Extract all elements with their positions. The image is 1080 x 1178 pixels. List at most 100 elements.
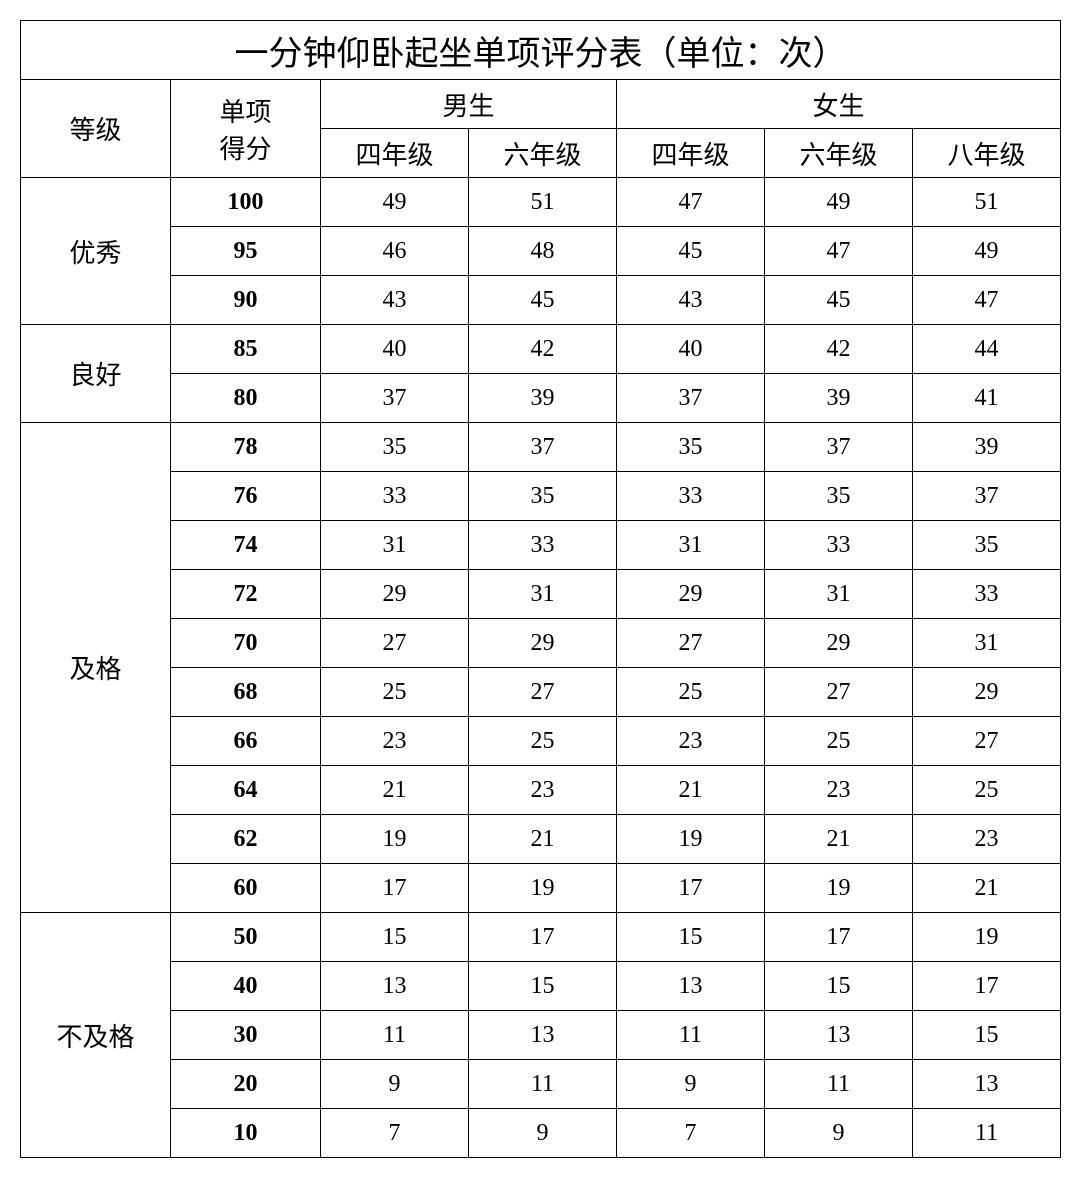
value-cell: 35 — [617, 423, 765, 472]
value-cell: 42 — [765, 325, 913, 374]
score-cell: 72 — [171, 570, 321, 619]
value-cell: 23 — [469, 766, 617, 815]
value-cell: 35 — [913, 521, 1061, 570]
value-cell: 49 — [913, 227, 1061, 276]
score-cell: 78 — [171, 423, 321, 472]
header-female-col-1: 六年级 — [765, 129, 913, 178]
value-cell: 49 — [765, 178, 913, 227]
value-cell: 11 — [617, 1011, 765, 1060]
value-cell: 37 — [765, 423, 913, 472]
value-cell: 15 — [469, 962, 617, 1011]
value-cell: 46 — [321, 227, 469, 276]
value-cell: 33 — [617, 472, 765, 521]
value-cell: 17 — [617, 864, 765, 913]
value-cell: 47 — [617, 178, 765, 227]
table-row: 621921192123 — [21, 815, 1061, 864]
value-cell: 21 — [469, 815, 617, 864]
score-cell: 10 — [171, 1109, 321, 1158]
table-row: 601719171921 — [21, 864, 1061, 913]
value-cell: 27 — [765, 668, 913, 717]
table-row: 不及格501517151719 — [21, 913, 1061, 962]
table-row: 642123212325 — [21, 766, 1061, 815]
value-cell: 11 — [469, 1060, 617, 1109]
value-cell: 25 — [765, 717, 913, 766]
score-cell: 62 — [171, 815, 321, 864]
value-cell: 15 — [321, 913, 469, 962]
value-cell: 40 — [617, 325, 765, 374]
value-cell: 39 — [469, 374, 617, 423]
score-cell: 68 — [171, 668, 321, 717]
header-female-col-0: 四年级 — [617, 129, 765, 178]
header-score: 单项得分 — [171, 80, 321, 178]
value-cell: 31 — [617, 521, 765, 570]
value-cell: 27 — [321, 619, 469, 668]
value-cell: 45 — [617, 227, 765, 276]
value-cell: 17 — [321, 864, 469, 913]
value-cell: 11 — [913, 1109, 1061, 1158]
header-female-col-2: 八年级 — [913, 129, 1061, 178]
value-cell: 23 — [617, 717, 765, 766]
value-cell: 33 — [765, 521, 913, 570]
value-cell: 19 — [321, 815, 469, 864]
score-cell: 76 — [171, 472, 321, 521]
score-cell: 50 — [171, 913, 321, 962]
score-cell: 85 — [171, 325, 321, 374]
value-cell: 25 — [617, 668, 765, 717]
table-row: 722931293133 — [21, 570, 1061, 619]
value-cell: 21 — [765, 815, 913, 864]
value-cell: 23 — [765, 766, 913, 815]
value-cell: 45 — [469, 276, 617, 325]
score-cell: 30 — [171, 1011, 321, 1060]
score-cell: 80 — [171, 374, 321, 423]
table-row: 401315131517 — [21, 962, 1061, 1011]
table-row: 803739373941 — [21, 374, 1061, 423]
value-cell: 13 — [913, 1060, 1061, 1109]
level-cell-0: 优秀 — [21, 178, 171, 325]
value-cell: 9 — [617, 1060, 765, 1109]
value-cell: 9 — [321, 1060, 469, 1109]
value-cell: 27 — [469, 668, 617, 717]
value-cell: 15 — [617, 913, 765, 962]
value-cell: 29 — [617, 570, 765, 619]
level-cell-3: 不及格 — [21, 913, 171, 1158]
value-cell: 33 — [913, 570, 1061, 619]
value-cell: 17 — [469, 913, 617, 962]
level-cell-2: 及格 — [21, 423, 171, 913]
table-row: 优秀1004951474951 — [21, 178, 1061, 227]
value-cell: 33 — [321, 472, 469, 521]
value-cell: 40 — [321, 325, 469, 374]
table-row: 682527252729 — [21, 668, 1061, 717]
value-cell: 29 — [913, 668, 1061, 717]
value-cell: 39 — [913, 423, 1061, 472]
score-cell: 66 — [171, 717, 321, 766]
value-cell: 39 — [765, 374, 913, 423]
value-cell: 47 — [913, 276, 1061, 325]
value-cell: 19 — [765, 864, 913, 913]
table-row: 904345434547 — [21, 276, 1061, 325]
value-cell: 35 — [321, 423, 469, 472]
value-cell: 44 — [913, 325, 1061, 374]
score-cell: 64 — [171, 766, 321, 815]
score-cell: 90 — [171, 276, 321, 325]
value-cell: 13 — [469, 1011, 617, 1060]
value-cell: 19 — [913, 913, 1061, 962]
value-cell: 11 — [765, 1060, 913, 1109]
table-row: 702729272931 — [21, 619, 1061, 668]
value-cell: 25 — [469, 717, 617, 766]
table-title: 一分钟仰卧起坐单项评分表（单位：次） — [21, 21, 1061, 80]
score-cell: 70 — [171, 619, 321, 668]
table-row: 743133313335 — [21, 521, 1061, 570]
score-cell: 74 — [171, 521, 321, 570]
header-male-col-1: 六年级 — [469, 129, 617, 178]
value-cell: 37 — [321, 374, 469, 423]
value-cell: 17 — [913, 962, 1061, 1011]
value-cell: 29 — [469, 619, 617, 668]
value-cell: 27 — [617, 619, 765, 668]
value-cell: 13 — [617, 962, 765, 1011]
value-cell: 43 — [617, 276, 765, 325]
score-cell: 20 — [171, 1060, 321, 1109]
value-cell: 48 — [469, 227, 617, 276]
value-cell: 37 — [469, 423, 617, 472]
value-cell: 29 — [765, 619, 913, 668]
value-cell: 51 — [469, 178, 617, 227]
